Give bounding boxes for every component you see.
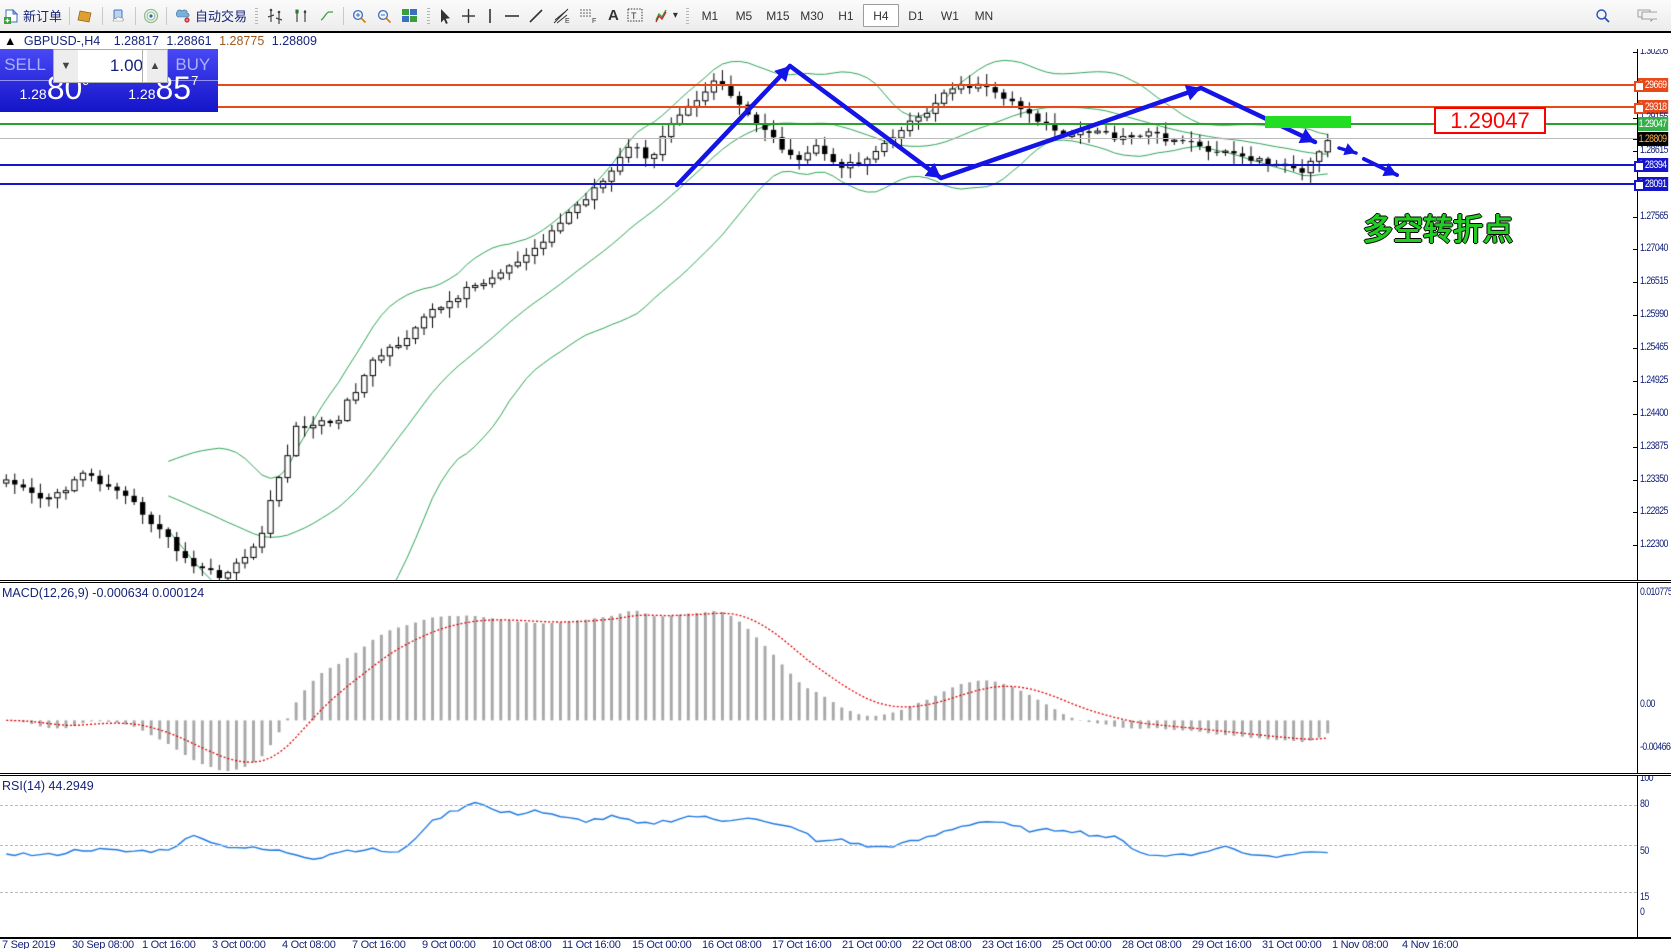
svg-text:T: T bbox=[631, 11, 637, 21]
svg-text:E: E bbox=[565, 18, 570, 24]
svg-text:F: F bbox=[592, 18, 596, 24]
